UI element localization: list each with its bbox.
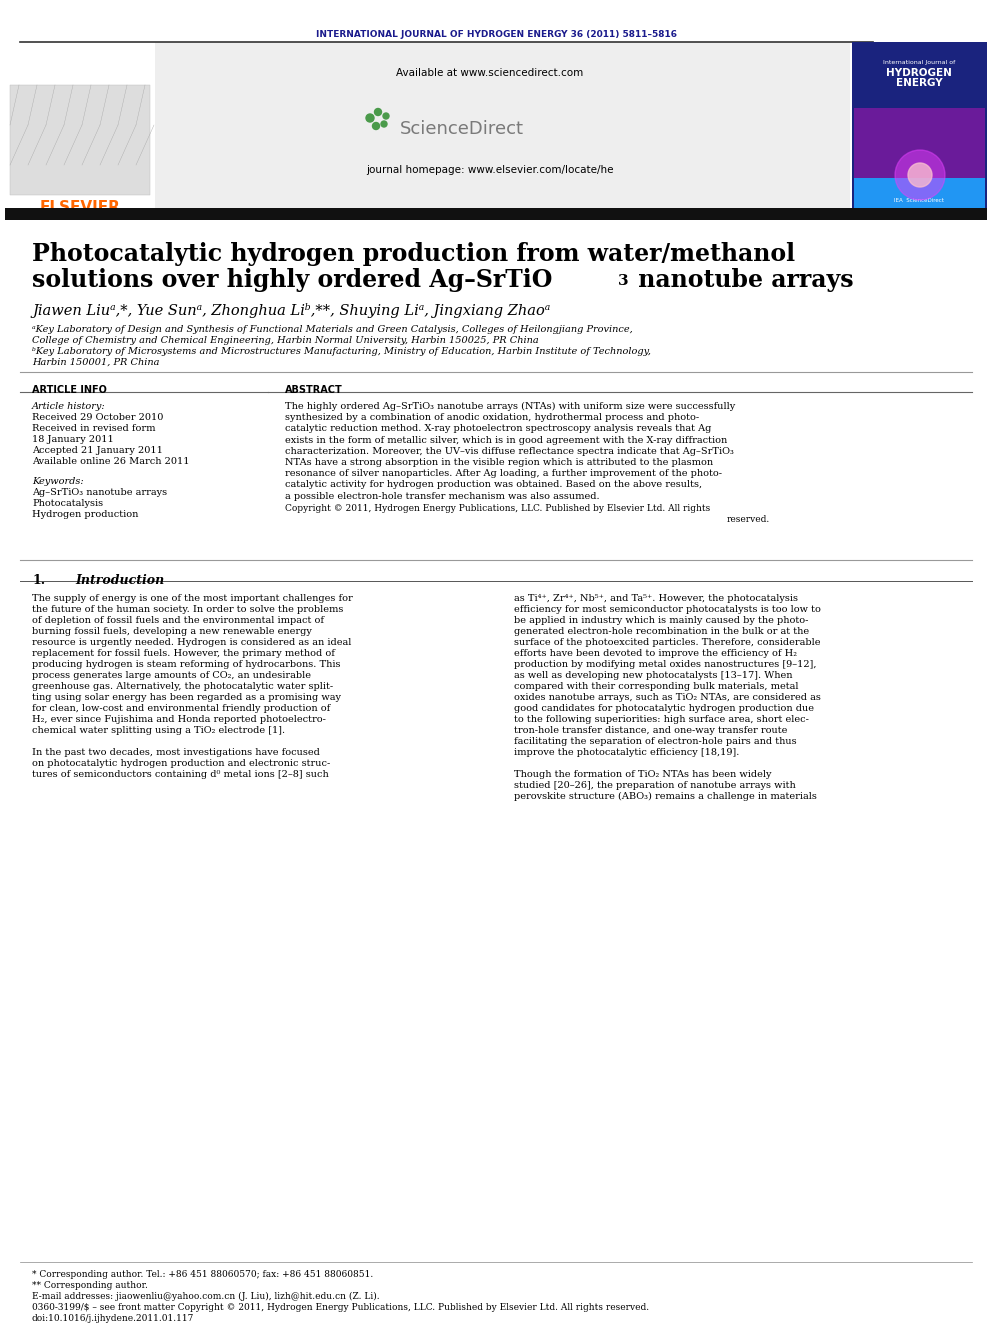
Text: resource is urgently needed. Hydrogen is considered as an ideal: resource is urgently needed. Hydrogen is…	[32, 638, 351, 647]
Text: on photocatalytic hydrogen production and electronic struc-: on photocatalytic hydrogen production an…	[32, 759, 330, 767]
Text: surface of the photoexcited particles. Therefore, considerable: surface of the photoexcited particles. T…	[514, 638, 820, 647]
Text: Harbin 150001, PR China: Harbin 150001, PR China	[32, 359, 160, 366]
Text: Though the formation of TiO₂ NTAs has been widely: Though the formation of TiO₂ NTAs has be…	[514, 770, 772, 779]
Circle shape	[366, 114, 374, 122]
Text: as well as developing new photocatalysts [13–17]. When: as well as developing new photocatalysts…	[514, 671, 793, 680]
Text: generated electron-hole recombination in the bulk or at the: generated electron-hole recombination in…	[514, 627, 809, 636]
Text: 18 January 2011: 18 January 2011	[32, 435, 114, 445]
Text: ScienceDirect: ScienceDirect	[400, 120, 524, 138]
Text: ELSEVIER: ELSEVIER	[40, 200, 120, 216]
Circle shape	[381, 120, 387, 127]
Text: be applied in industry which is mainly caused by the photo-: be applied in industry which is mainly c…	[514, 617, 808, 624]
Text: ᵃKey Laboratory of Design and Synthesis of Functional Materials and Green Cataly: ᵃKey Laboratory of Design and Synthesis …	[32, 325, 633, 333]
Text: resonance of silver nanoparticles. After Ag loading, a further improvement of th: resonance of silver nanoparticles. After…	[285, 470, 722, 478]
Text: efforts have been devoted to improve the efficiency of H₂: efforts have been devoted to improve the…	[514, 650, 797, 658]
Text: Article history:: Article history:	[32, 402, 105, 411]
Text: production by modifying metal oxides nanostructures [9–12],: production by modifying metal oxides nan…	[514, 660, 816, 669]
Circle shape	[373, 123, 380, 130]
Text: tures of semiconductors containing d⁰ metal ions [2–8] such: tures of semiconductors containing d⁰ me…	[32, 770, 328, 779]
Text: 0360-3199/$ – see front matter Copyright © 2011, Hydrogen Energy Publications, L: 0360-3199/$ – see front matter Copyright…	[32, 1303, 649, 1312]
Text: ENERGY: ENERGY	[896, 78, 942, 89]
Text: The highly ordered Ag–SrTiO₃ nanotube arrays (NTAs) with uniform size were succe: The highly ordered Ag–SrTiO₃ nanotube ar…	[285, 402, 735, 411]
Text: catalytic activity for hydrogen production was obtained. Based on the above resu: catalytic activity for hydrogen producti…	[285, 480, 702, 490]
Text: ᵇKey Laboratory of Microsystems and Microstructures Manufacturing, Ministry of E: ᵇKey Laboratory of Microsystems and Micr…	[32, 347, 651, 356]
Text: 1.: 1.	[32, 574, 45, 587]
Text: replacement for fossil fuels. However, the primary method of: replacement for fossil fuels. However, t…	[32, 650, 335, 658]
Circle shape	[383, 112, 389, 119]
Text: efficiency for most semiconductor photocatalysts is too low to: efficiency for most semiconductor photoc…	[514, 605, 820, 614]
Text: journal homepage: www.elsevier.com/locate/he: journal homepage: www.elsevier.com/locat…	[366, 165, 614, 175]
Bar	[155, 42, 850, 210]
Text: process generates large amounts of CO₂, an undesirable: process generates large amounts of CO₂, …	[32, 671, 311, 680]
Text: E-mail addresses: jiaowenliu@yahoo.com.cn (J. Liu), lizh@hit.edu.cn (Z. Li).: E-mail addresses: jiaowenliu@yahoo.com.c…	[32, 1293, 380, 1301]
Text: chemical water splitting using a TiO₂ electrode [1].: chemical water splitting using a TiO₂ el…	[32, 726, 285, 736]
Text: compared with their corresponding bulk materials, metal: compared with their corresponding bulk m…	[514, 681, 799, 691]
Text: International Journal of: International Journal of	[883, 60, 955, 65]
Text: as Ti⁴⁺, Zr⁴⁺, Nb⁵⁺, and Ta⁵⁺. However, the photocatalysis: as Ti⁴⁺, Zr⁴⁺, Nb⁵⁺, and Ta⁵⁺. However, …	[514, 594, 798, 603]
Text: College of Chemistry and Chemical Engineering, Harbin Normal University, Harbin : College of Chemistry and Chemical Engine…	[32, 336, 539, 345]
Text: ting using solar energy has been regarded as a promising way: ting using solar energy has been regarde…	[32, 693, 341, 703]
Text: Keywords:: Keywords:	[32, 478, 83, 486]
Text: nanotube arrays: nanotube arrays	[630, 269, 854, 292]
Text: tron-hole transfer distance, and one-way transfer route: tron-hole transfer distance, and one-way…	[514, 726, 788, 736]
Text: reserved.: reserved.	[727, 515, 770, 524]
Text: solutions over highly ordered Ag–SrTiO: solutions over highly ordered Ag–SrTiO	[32, 269, 553, 292]
Text: Copyright © 2011, Hydrogen Energy Publications, LLC. Published by Elsevier Ltd. : Copyright © 2011, Hydrogen Energy Public…	[285, 504, 710, 513]
Text: the future of the human society. In order to solve the problems: the future of the human society. In orde…	[32, 605, 343, 614]
Circle shape	[375, 108, 382, 115]
Text: improve the photocatalytic efficiency [18,19].: improve the photocatalytic efficiency [1…	[514, 747, 739, 757]
Text: ARTICLE INFO: ARTICLE INFO	[32, 385, 107, 396]
Text: Received 29 October 2010: Received 29 October 2010	[32, 413, 164, 422]
Bar	[852, 42, 987, 210]
Text: perovskite structure (ABO₃) remains a challenge in materials: perovskite structure (ABO₃) remains a ch…	[514, 792, 816, 802]
Text: greenhouse gas. Alternatively, the photocatalytic water split-: greenhouse gas. Alternatively, the photo…	[32, 681, 333, 691]
Text: synthesized by a combination of anodic oxidation, hydrothermal process and photo: synthesized by a combination of anodic o…	[285, 413, 699, 422]
Text: of depletion of fossil fuels and the environmental impact of: of depletion of fossil fuels and the env…	[32, 617, 324, 624]
Text: Received in revised form: Received in revised form	[32, 423, 156, 433]
Text: Introduction: Introduction	[75, 574, 165, 587]
Text: a possible electron-hole transfer mechanism was also assumed.: a possible electron-hole transfer mechan…	[285, 492, 599, 500]
Text: burning fossil fuels, developing a new renewable energy: burning fossil fuels, developing a new r…	[32, 627, 311, 636]
Text: The supply of energy is one of the most important challenges for: The supply of energy is one of the most …	[32, 594, 353, 603]
Text: studied [20–26], the preparation of nanotube arrays with: studied [20–26], the preparation of nano…	[514, 781, 796, 790]
Text: Hydrogen production: Hydrogen production	[32, 509, 138, 519]
Text: to the following superiorities: high surface area, short elec-: to the following superiorities: high sur…	[514, 714, 808, 724]
Circle shape	[908, 163, 932, 187]
Circle shape	[895, 149, 945, 200]
Text: doi:10.1016/j.ijhydene.2011.01.117: doi:10.1016/j.ijhydene.2011.01.117	[32, 1314, 194, 1323]
Text: Available at www.sciencedirect.com: Available at www.sciencedirect.com	[397, 67, 583, 78]
Text: Photocatalysis: Photocatalysis	[32, 499, 103, 508]
Bar	[854, 108, 985, 208]
Text: In the past two decades, most investigations have focused: In the past two decades, most investigat…	[32, 747, 319, 757]
Text: IEA  ScienceDirect: IEA ScienceDirect	[894, 198, 944, 202]
Text: producing hydrogen is steam reforming of hydrocarbons. This: producing hydrogen is steam reforming of…	[32, 660, 340, 669]
Text: NTAs have a strong absorption in the visible region which is attributed to the p: NTAs have a strong absorption in the vis…	[285, 458, 713, 467]
Text: ** Corresponding author.: ** Corresponding author.	[32, 1281, 148, 1290]
Text: * Corresponding author. Tel.: +86 451 88060570; fax: +86 451 88060851.: * Corresponding author. Tel.: +86 451 88…	[32, 1270, 373, 1279]
Text: facilitating the separation of electron-hole pairs and thus: facilitating the separation of electron-…	[514, 737, 797, 746]
Text: oxides nanotube arrays, such as TiO₂ NTAs, are considered as: oxides nanotube arrays, such as TiO₂ NTA…	[514, 693, 820, 703]
Bar	[854, 179, 985, 210]
Text: HYDROGEN: HYDROGEN	[886, 67, 952, 78]
Bar	[5, 62, 155, 206]
Bar	[10, 85, 150, 194]
Text: exists in the form of metallic silver, which is in good agreement with the X-ray: exists in the form of metallic silver, w…	[285, 435, 727, 445]
Text: H₂, ever since Fujishima and Honda reported photoelectro-: H₂, ever since Fujishima and Honda repor…	[32, 714, 326, 724]
Text: ABSTRACT: ABSTRACT	[285, 385, 343, 396]
Text: catalytic reduction method. X-ray photoelectron spectroscopy analysis reveals th: catalytic reduction method. X-ray photoe…	[285, 425, 711, 434]
Text: Ag–SrTiO₃ nanotube arrays: Ag–SrTiO₃ nanotube arrays	[32, 488, 167, 497]
Text: characterization. Moreover, the UV–vis diffuse reflectance spectra indicate that: characterization. Moreover, the UV–vis d…	[285, 447, 734, 456]
Bar	[5, 208, 987, 220]
Text: 3: 3	[618, 274, 629, 288]
Text: Jiawen Liuᵃ,*, Yue Sunᵃ, Zhonghua Liᵇ,**, Shuying Liᵃ, Jingxiang Zhaoᵃ: Jiawen Liuᵃ,*, Yue Sunᵃ, Zhonghua Liᵇ,**…	[32, 303, 551, 318]
Text: INTERNATIONAL JOURNAL OF HYDROGEN ENERGY 36 (2011) 5811–5816: INTERNATIONAL JOURNAL OF HYDROGEN ENERGY…	[315, 30, 677, 38]
Text: good candidates for photocatalytic hydrogen production due: good candidates for photocatalytic hydro…	[514, 704, 814, 713]
Text: for clean, low-cost and environmental friendly production of: for clean, low-cost and environmental fr…	[32, 704, 330, 713]
Text: Photocatalytic hydrogen production from water/methanol: Photocatalytic hydrogen production from …	[32, 242, 796, 266]
Text: Available online 26 March 2011: Available online 26 March 2011	[32, 456, 189, 466]
Text: Accepted 21 January 2011: Accepted 21 January 2011	[32, 446, 163, 455]
